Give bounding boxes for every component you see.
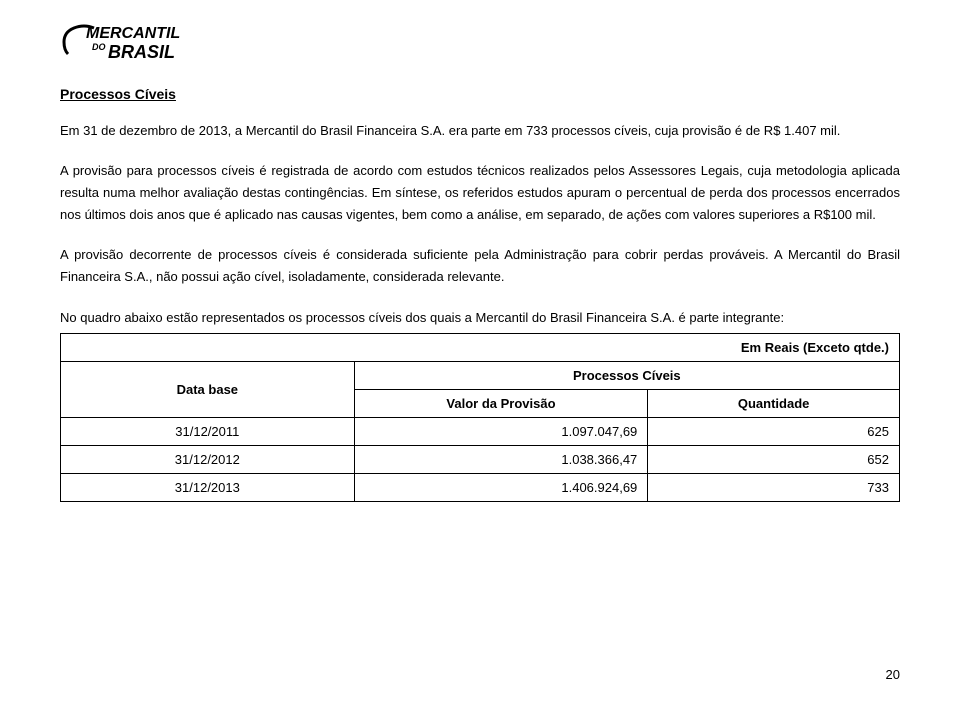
- col-header-data-base: Data base: [61, 361, 355, 417]
- table-row: 31/12/2011 1.097.047,69 625: [61, 417, 900, 445]
- paragraph-2: A provisão para processos cíveis é regis…: [60, 160, 900, 226]
- paragraph-1: Em 31 de dezembro de 2013, a Mercantil d…: [60, 120, 900, 142]
- col-header-processos: Processos Cíveis: [354, 361, 899, 389]
- svg-text:BRASIL: BRASIL: [108, 42, 175, 62]
- table-unit-label: Em Reais (Exceto qtde.): [61, 333, 900, 361]
- paragraph-3: A provisão decorrente de processos cívei…: [60, 244, 900, 288]
- cell-valor: 1.038.366,47: [354, 445, 648, 473]
- cell-valor: 1.097.047,69: [354, 417, 648, 445]
- section-title: Processos Cíveis: [60, 86, 900, 102]
- col-header-valor: Valor da Provisão: [354, 389, 648, 417]
- cell-date: 31/12/2013: [61, 473, 355, 501]
- table-row: 31/12/2013 1.406.924,69 733: [61, 473, 900, 501]
- table-unit-row: Em Reais (Exceto qtde.): [61, 333, 900, 361]
- processos-table: Em Reais (Exceto qtde.) Data base Proces…: [60, 333, 900, 502]
- company-logo: MERCANTIL DO BRASIL: [60, 20, 900, 68]
- document-page: MERCANTIL DO BRASIL Processos Cíveis Em …: [0, 0, 960, 522]
- cell-qtd: 652: [648, 445, 900, 473]
- paragraph-4: No quadro abaixo estão representados os …: [60, 307, 900, 329]
- cell-qtd: 733: [648, 473, 900, 501]
- col-header-quantidade: Quantidade: [648, 389, 900, 417]
- cell-date: 31/12/2012: [61, 445, 355, 473]
- table-row: 31/12/2012 1.038.366,47 652: [61, 445, 900, 473]
- table-header-row-1: Data base Processos Cíveis: [61, 361, 900, 389]
- svg-text:MERCANTIL: MERCANTIL: [86, 25, 180, 42]
- cell-date: 31/12/2011: [61, 417, 355, 445]
- cell-valor: 1.406.924,69: [354, 473, 648, 501]
- page-number: 20: [886, 667, 900, 682]
- svg-text:DO: DO: [92, 42, 106, 52]
- cell-qtd: 625: [648, 417, 900, 445]
